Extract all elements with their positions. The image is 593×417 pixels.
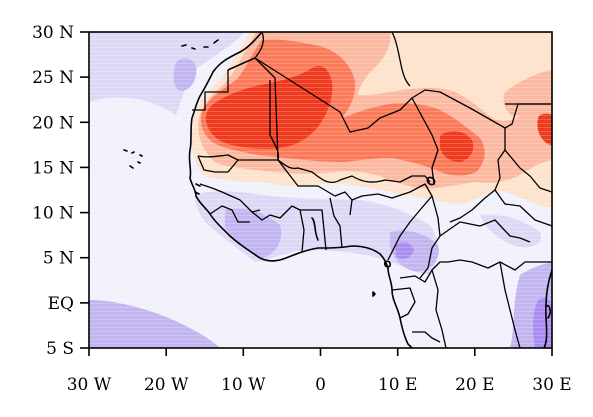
y-tick-label: 25 N xyxy=(32,68,74,88)
border-ghana-togo xyxy=(300,209,327,251)
border-sudan-east xyxy=(504,149,552,193)
stripe-texture xyxy=(89,32,552,348)
x-tick-label: 10 E xyxy=(378,375,417,395)
border-drc xyxy=(431,269,447,348)
border-mali-niger xyxy=(277,159,431,184)
y-axis-labels: 30 N 25 N 20 N 15 N 10 N 5 N EQ 5 S xyxy=(32,23,74,359)
x-axis-labels: 30 W 20 W 10 W 0 10 E 20 E 30 E xyxy=(67,375,572,395)
border-angola xyxy=(412,331,441,343)
x-tick-label: 20 E xyxy=(455,375,494,395)
y-tick-label: 5 S xyxy=(46,339,74,359)
y-tick-label: 10 N xyxy=(32,204,74,224)
coastlines xyxy=(123,32,552,348)
border-cameroon-car xyxy=(419,195,441,279)
y-tick-label: 15 N xyxy=(32,158,74,178)
bijagos-islands xyxy=(194,183,201,195)
bioko-island xyxy=(384,260,391,268)
y-tick-label: EQ xyxy=(48,294,74,314)
cape-verde-islands xyxy=(123,149,143,169)
sao-tome-island xyxy=(372,291,376,297)
border-car xyxy=(439,219,531,243)
y-tick-label: 5 N xyxy=(43,249,74,269)
border-mali-south xyxy=(269,80,280,161)
country-borders xyxy=(192,32,552,348)
border-benin-nigeria xyxy=(329,197,343,249)
border-ivory-ghana xyxy=(251,205,305,253)
y-tick-label: 20 N xyxy=(32,113,74,133)
x-tick-label: 30 E xyxy=(532,375,571,395)
x-tick-label: 0 xyxy=(315,375,326,395)
border-guinea-south xyxy=(209,205,250,223)
y-axis-ticks xyxy=(80,31,89,349)
border-guinea xyxy=(199,183,261,213)
border-mali-algeria xyxy=(254,57,552,133)
border-libya-egypt xyxy=(391,32,411,87)
y-tick-label: 30 N xyxy=(32,23,74,43)
lake-victoria xyxy=(545,304,551,319)
border-western-sahara xyxy=(192,70,229,111)
map-plot-area xyxy=(89,32,552,348)
border-senegal xyxy=(197,155,239,173)
border-congo xyxy=(399,259,552,283)
border-nigeria-cameroon xyxy=(351,183,433,261)
border-south-sudan xyxy=(494,189,552,227)
lake-volta xyxy=(311,217,319,241)
africa-coastline xyxy=(188,32,413,348)
border-niger-chad xyxy=(411,97,439,185)
x-tick-label: 10 W xyxy=(221,375,266,395)
canary-islands xyxy=(181,39,219,50)
x-tick-label: 30 W xyxy=(67,375,112,395)
border-mauritania xyxy=(197,57,279,161)
border-gabon xyxy=(391,287,416,319)
border-drc-east xyxy=(499,261,521,348)
africa-east-coastline xyxy=(543,269,552,348)
x-axis-ticks xyxy=(88,348,553,356)
x-tick-label: 20 W xyxy=(144,375,189,395)
